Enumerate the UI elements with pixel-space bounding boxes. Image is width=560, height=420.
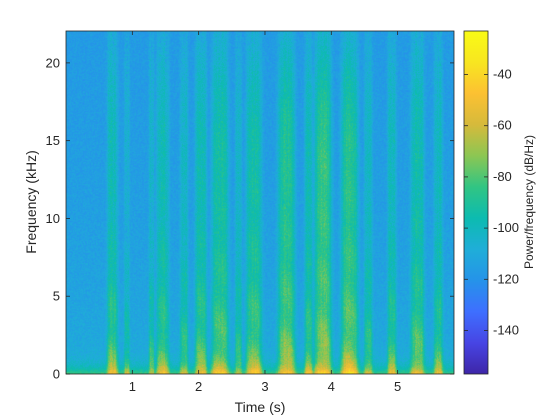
- x-tick-label: 1: [129, 379, 136, 394]
- colorbar-gradient: [464, 31, 488, 374]
- x-axis-label: Time (s): [235, 399, 286, 415]
- colorbar-frame: [463, 30, 489, 375]
- plot-area: 1 2 3 4 5 0 5 10 15 20 Time (s) Frequency (kHz): [23, 30, 455, 415]
- y-tick-label: 15: [46, 133, 60, 148]
- y-tick-label: 5: [53, 289, 60, 304]
- colorbar-tick-label: -40: [493, 67, 512, 82]
- x-tick-label: 3: [261, 379, 268, 394]
- plot-frame: [65, 30, 455, 375]
- colorbar-tick-label: -80: [493, 169, 512, 184]
- y-axis-label: Frequency (kHz): [23, 150, 39, 253]
- y-tick-label: 10: [46, 211, 60, 226]
- y-tick-label: 0: [53, 367, 60, 382]
- colorbar-ticks: -140 -120 -100 -80 -60 -40: [464, 67, 519, 337]
- colorbar-tick-label: -120: [493, 271, 519, 286]
- x-tick-label: 5: [394, 379, 401, 394]
- x-tick-label: 4: [328, 379, 335, 394]
- y-tick-label: 20: [46, 55, 60, 70]
- colorbar-tick-label: -140: [493, 322, 519, 337]
- spectrogram-image: [66, 31, 454, 374]
- x-tick-label: 2: [195, 379, 202, 394]
- colorbar-tick-label: -60: [493, 118, 512, 133]
- y-axis-ticks: 0 5 10 15 20: [46, 55, 454, 382]
- x-axis-ticks: 1 2 3 4 5: [129, 31, 401, 394]
- colorbar-label: Power/frequency (dB/Hz): [522, 135, 536, 269]
- colorbar: -140 -120 -100 -80 -60 -40 Power/frequency (d…: [463, 30, 536, 375]
- colorbar-tick-label: -100: [493, 220, 519, 235]
- spectrogram-image-holder: [66, 31, 454, 374]
